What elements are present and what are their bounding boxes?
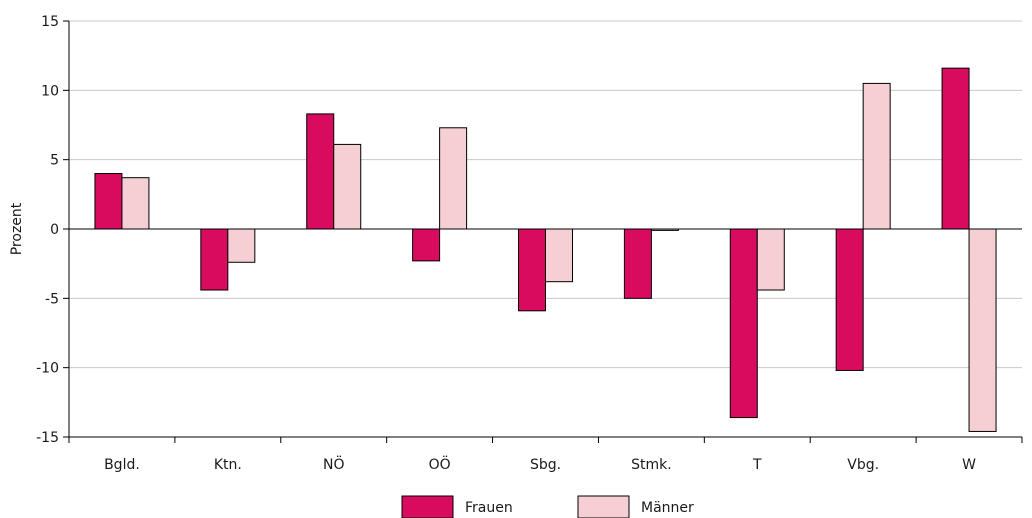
y-axis-ticks: 15 10 5 0 -5 -10 -15: [36, 14, 69, 446]
y-tick-label: -10: [36, 361, 59, 377]
x-tick-label: Sbg.: [530, 457, 561, 473]
legend-label-frauen: Frauen: [465, 500, 513, 516]
bar-männer-1: [227, 228, 256, 263]
x-tick-label: T: [752, 457, 762, 473]
bar-frauen-1: [200, 228, 229, 291]
bar-männer-0: [121, 177, 150, 230]
y-tick-label: -15: [36, 430, 59, 446]
y-tick-label: 10: [41, 83, 59, 99]
bar-männer-8: [968, 228, 997, 432]
x-tick-label: OÖ: [429, 455, 451, 473]
bar-frauen-0: [94, 173, 123, 230]
y-tick-label: 0: [50, 222, 59, 238]
bar-frauen-5: [623, 228, 652, 299]
bar-männer-3: [439, 127, 468, 230]
bar-frauen-6: [729, 228, 758, 419]
bars: [94, 67, 997, 432]
legend: Frauen Männer: [401, 495, 694, 518]
x-tick-label: Bgld.: [104, 457, 140, 473]
bar-männer-2: [333, 143, 362, 230]
bar-frauen-3: [412, 228, 441, 262]
x-axis-ticks: Bgld. Ktn. NÖ OÖ Sbg. Stmk. T Vbg. W: [68, 437, 1023, 473]
x-tick-label: Vbg.: [847, 457, 879, 473]
bar-männer-7: [862, 82, 891, 230]
bar-männer-6: [756, 228, 785, 291]
bar-frauen-2: [306, 113, 335, 230]
y-tick-label: -5: [45, 291, 59, 307]
axes: [68, 21, 1022, 438]
legend-label-männer: Männer: [641, 500, 694, 516]
bar-männer-4: [545, 228, 573, 283]
x-tick-label: NÖ: [323, 455, 345, 473]
y-tick-label: 15: [41, 14, 59, 30]
bar-frauen-8: [941, 67, 970, 230]
y-axis-label: Prozent: [9, 202, 25, 255]
legend-swatch-männer: [577, 495, 630, 518]
bar-frauen-7: [835, 228, 864, 371]
bar-frauen-4: [518, 228, 546, 312]
x-tick-label: Ktn.: [214, 457, 242, 473]
x-tick-label: Stmk.: [631, 457, 672, 473]
y-tick-label: 5: [50, 153, 59, 169]
legend-swatch-frauen: [401, 495, 454, 518]
x-tick-label: W: [962, 457, 976, 473]
